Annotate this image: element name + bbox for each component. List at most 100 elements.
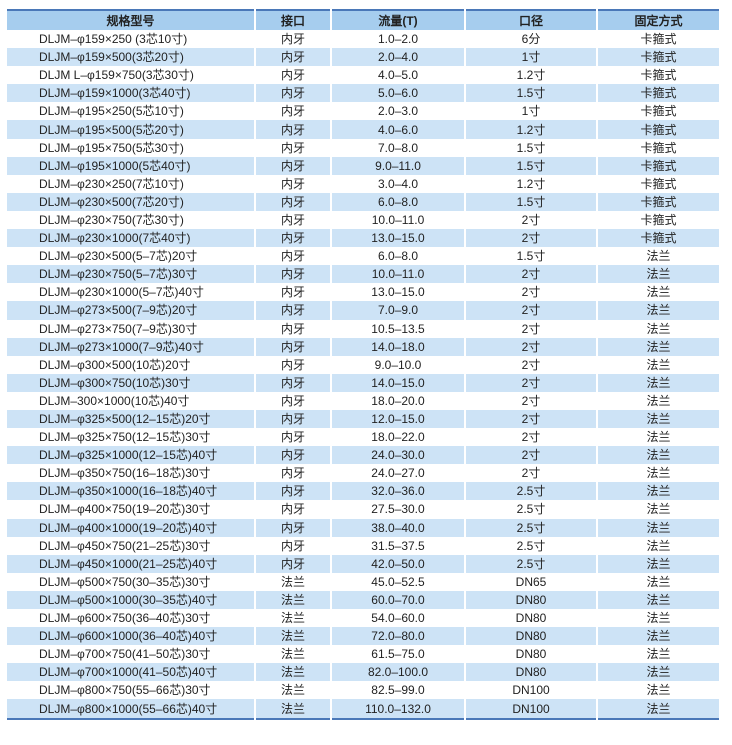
cell-connection: 内牙 xyxy=(254,102,331,121)
table-row: DLJM–φ700×750(41–50芯)30寸 法兰 61.5–75.0 DN80 法… xyxy=(7,645,719,664)
cell-diameter: 2.5寸 xyxy=(464,554,597,573)
cell-connection: 内牙 xyxy=(254,446,331,465)
cell-connection: 内牙 xyxy=(254,30,331,49)
table-row: DLJM–φ195×500(5芯20寸) 内牙 4.0–6.0 1.2寸 卡箍式 xyxy=(7,120,719,139)
cell-flow: 18.0–22.0 xyxy=(330,428,465,447)
table-row: DLJM–φ800×1000(55–66芯)40寸 法兰 110.0–132.0 DN… xyxy=(7,699,719,719)
table-row: DLJM–φ500×750(30–35芯)30寸 法兰 45.0–52.5 DN65 法… xyxy=(7,572,719,591)
cell-model: DLJM–φ700×1000(41–50芯)40寸 xyxy=(7,663,255,682)
cell-mounting: 卡箍式 xyxy=(596,30,719,49)
cell-mounting: 法兰 xyxy=(596,391,719,410)
cell-diameter: DN80 xyxy=(464,645,597,664)
cell-flow: 27.5–30.0 xyxy=(330,500,465,519)
cell-mounting: 法兰 xyxy=(596,428,719,447)
table-row: DLJM–φ159×1000(3芯40寸) 内牙 5.0–6.0 1.5寸 卡箍式 xyxy=(7,84,719,103)
cell-mounting: 法兰 xyxy=(596,699,719,719)
cell-mounting: 卡箍式 xyxy=(596,210,719,230)
cell-connection: 内牙 xyxy=(254,373,331,392)
cell-mounting: 法兰 xyxy=(596,572,719,591)
cell-diameter: 2寸 xyxy=(464,391,597,410)
cell-diameter: 1寸 xyxy=(464,48,597,67)
cell-model: DLJM–φ230×1000(7芯40寸) xyxy=(7,229,255,248)
cell-mounting: 法兰 xyxy=(596,554,719,573)
cell-model: DLJM–φ195×750(5芯30寸) xyxy=(39,140,184,155)
table-row: DLJM–φ325×500(12–15芯)20寸 内牙 12.0–15.0 2寸 法兰 xyxy=(7,409,719,429)
header-mounting: 固定方式 xyxy=(596,10,719,30)
cell-flow: 10.5–13.5 xyxy=(330,319,465,338)
cell-diameter: 2寸 xyxy=(464,446,597,465)
cell-diameter: 2寸 xyxy=(464,210,597,230)
cell-flow: 4.0–6.0 xyxy=(330,120,465,139)
cell-model: DLJM–φ195×1000(5芯40寸) xyxy=(7,156,255,175)
cell-connection: 内牙 xyxy=(254,156,331,175)
cell-flow: 6.0–8.0 xyxy=(330,247,465,266)
cell-diameter: 2寸 xyxy=(464,428,597,447)
table-row: DLJM–φ273×500(7–9芯)20寸 内牙 7.0–9.0 2寸 法兰 xyxy=(7,301,719,320)
table-row: DLJM–φ400×750(19–20芯)30寸 内牙 27.5–30.0 2.5寸法… xyxy=(7,500,719,519)
cell-connection: 内牙 xyxy=(254,355,331,374)
cell-mounting: 法兰 xyxy=(596,446,719,465)
cell-mounting: 法兰 xyxy=(596,627,719,646)
cell-diameter: DN80 xyxy=(464,609,597,628)
table-body: DLJM–φ159×250 (3芯10寸) 内牙 1.0–2.0 6分 卡箍式 DLJM–… xyxy=(7,30,719,719)
cell-flow: 18.0–20.0 xyxy=(330,391,465,410)
table-row: DLJM–φ800×750(55–66芯)30寸 法兰 82.5–99.0 DN100… xyxy=(7,681,719,700)
cell-flow: 45.0–52.5 xyxy=(330,572,465,591)
cell-model: DLJM–φ500×750(30–35芯)30寸 xyxy=(39,574,211,589)
cell-flow: 110.0–132.0 xyxy=(330,699,465,719)
cell-connection: 内牙 xyxy=(254,301,331,320)
table-row: DLJM–φ230×500(7芯20寸) 内牙 6.0–8.0 1.5寸 卡箍式 xyxy=(7,192,719,211)
cell-flow: 61.5–75.0 xyxy=(330,645,465,664)
cell-connection: 内牙 xyxy=(254,464,331,483)
table-row: DLJM–φ230×1000(7芯40寸) 内牙 13.0–15.0 2寸 卡箍式 xyxy=(7,229,719,248)
cell-flow: 10.0–11.0 xyxy=(330,265,465,284)
cell-model: DLJM–φ273×500(7–9芯)20寸 xyxy=(7,301,255,320)
cell-mounting: 法兰 xyxy=(596,482,719,501)
cell-flow: 24.0–30.0 xyxy=(330,446,465,465)
cell-model: DLJM–φ273×750(7–9芯)30寸 xyxy=(39,321,198,336)
table-row: DLJM–φ350×1000(16–18芯)40寸 内牙 32.0–36.0 2.5寸… xyxy=(7,482,719,501)
cell-flow: 7.0–8.0 xyxy=(330,138,465,157)
cell-connection: 内牙 xyxy=(254,482,331,501)
cell-flow: 82.5–99.0 xyxy=(330,681,465,700)
table-row: DLJM–φ195×1000(5芯40寸) 内牙 9.0–11.0 1.5寸 卡箍式 xyxy=(7,156,719,175)
cell-flow: 6.0–8.0 xyxy=(330,192,465,211)
cell-diameter: 2寸 xyxy=(464,301,597,320)
cell-model: DLJM–φ230×750(7芯30寸) xyxy=(39,212,184,227)
cell-connection: 法兰 xyxy=(254,627,331,646)
cell-connection: 内牙 xyxy=(254,554,331,573)
cell-connection: 内牙 xyxy=(254,84,331,103)
cell-diameter: 2寸 xyxy=(464,229,597,248)
cell-diameter: 2.5寸 xyxy=(464,500,597,519)
cell-mounting: 法兰 xyxy=(596,247,719,266)
cell-model: DLJM–φ700×750(41–50芯)30寸 xyxy=(39,647,211,662)
cell-connection: 内牙 xyxy=(254,319,331,338)
cell-flow: 12.0–15.0 xyxy=(330,409,465,429)
cell-mounting: 卡箍式 xyxy=(596,156,719,175)
table-row: DLJM–φ230×1000(5–7芯)40寸 内牙 13.0–15.0 2寸 法兰 xyxy=(7,283,719,302)
cell-connection: 内牙 xyxy=(254,48,331,67)
header-diameter: 口径 xyxy=(464,10,597,30)
cell-diameter: 1.2寸 xyxy=(464,120,597,139)
cell-flow: 38.0–40.0 xyxy=(330,518,465,537)
table-row: DLJM–φ273×750(7–9芯)30寸 内牙 10.5–13.5 2寸 法兰 xyxy=(7,319,719,338)
table-row: DLJM–φ230×250(7芯10寸) 内牙 3.0–4.0 1.2寸 卡箍式 xyxy=(7,174,719,193)
cell-mounting: 法兰 xyxy=(596,409,719,429)
cell-diameter: DN100 xyxy=(464,699,597,719)
table-header-row: 规格型号 接口 流量(T) 口径 固定方式 xyxy=(7,10,719,30)
cell-model: DLJM–φ350×1000(16–18芯)40寸 xyxy=(7,482,255,501)
cell-connection: 法兰 xyxy=(254,590,331,609)
cell-connection: 内牙 xyxy=(254,265,331,284)
cell-connection: 内牙 xyxy=(254,500,331,519)
cell-diameter: 1.2寸 xyxy=(464,174,597,193)
cell-flow: 72.0–80.0 xyxy=(330,627,465,646)
cell-model: DLJM–φ400×1000(19–20芯)40寸 xyxy=(7,518,255,537)
cell-connection: 内牙 xyxy=(254,210,331,230)
cell-model: DLJM–φ195×250(5芯10寸) xyxy=(39,104,184,119)
cell-flow: 7.0–9.0 xyxy=(330,301,465,320)
cell-model: DLJM–φ230×250(7芯10寸) xyxy=(39,176,184,191)
cell-diameter: 1.2寸 xyxy=(464,66,597,85)
cell-diameter: 2.5寸 xyxy=(464,518,597,537)
cell-model: DLJM–φ159×250 (3芯10寸) xyxy=(39,32,188,47)
cell-flow: 13.0–15.0 xyxy=(330,283,465,302)
